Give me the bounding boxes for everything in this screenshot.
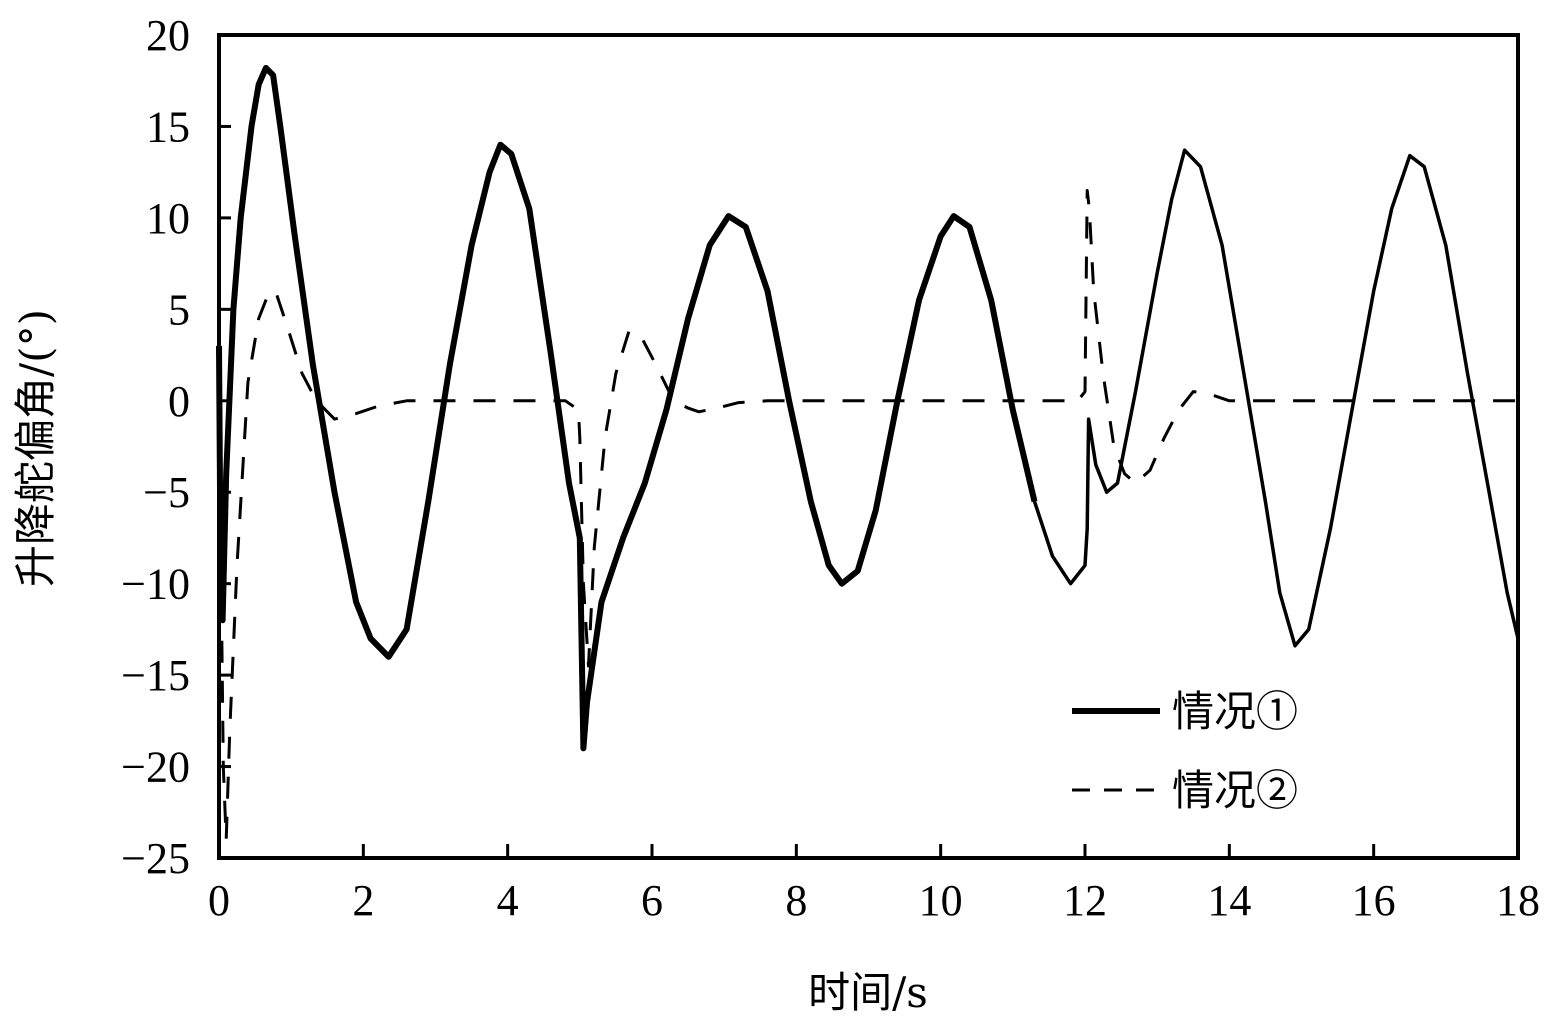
y-tick-label: 15 [146, 102, 190, 151]
x-tick-label: 6 [641, 876, 663, 925]
y-tick-label: −25 [121, 834, 190, 883]
x-tick-label: 14 [1207, 876, 1251, 925]
y-axis-tick-labels: 20 15 10 5 0 −5 −10 −15 −20 −25 [121, 11, 190, 883]
x-axis-ticks [361, 844, 1376, 858]
x-tick-label: 16 [1352, 876, 1396, 925]
y-tick-label: −15 [121, 651, 190, 700]
series-layer [216, 64, 1520, 842]
legend: 情况① 情况② [1072, 687, 1298, 815]
x-tick-label: 4 [497, 876, 519, 925]
x-tick-label: 18 [1496, 876, 1540, 925]
x-tick-label: 12 [1063, 876, 1107, 925]
plot-frame [217, 33, 1520, 860]
x-tick-label: 0 [208, 876, 230, 925]
legend-item-2: 情况② [1072, 766, 1298, 815]
y-tick-label: −5 [143, 468, 190, 517]
series-line-2 [217, 189, 1518, 842]
series-line-1-thick [216, 64, 1038, 752]
x-tick-label: 10 [919, 876, 963, 925]
x-axis-tick-labels: 0 2 4 6 8 10 12 14 16 18 [208, 876, 1540, 925]
series-line-1-thin [1011, 148, 1520, 648]
y-tick-label: 0 [168, 377, 190, 426]
legend-label-1: 情况① [1172, 687, 1298, 736]
y-tick-label: 5 [168, 285, 190, 334]
plot-area: 0 2 4 6 8 10 12 14 16 18 20 15 10 5 0 −5 −10 −15 −20 −25 [121, 11, 1540, 925]
legend-label-2: 情况② [1172, 766, 1298, 815]
x-tick-label: 8 [785, 876, 807, 925]
x-axis-title: 时间/s [808, 968, 928, 1017]
y-tick-label: −20 [121, 743, 190, 792]
x-tick-label: 2 [352, 876, 374, 925]
y-tick-label: 20 [146, 11, 190, 60]
y-tick-label: 10 [146, 194, 190, 243]
y-axis-title: 升降舵偏角/(°) [11, 309, 60, 587]
y-tick-label: −10 [121, 560, 190, 609]
legend-item-1: 情况① [1072, 687, 1298, 736]
